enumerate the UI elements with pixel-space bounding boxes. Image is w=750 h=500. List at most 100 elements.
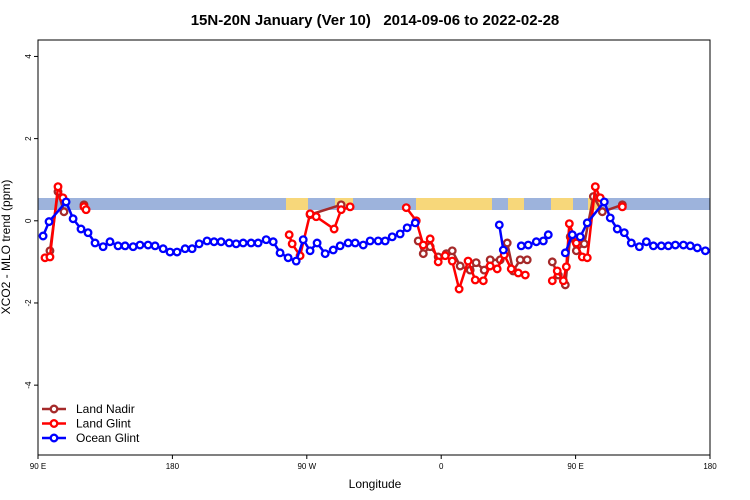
point <box>238 238 248 248</box>
y-tick-label: -4 <box>24 381 33 389</box>
point <box>81 205 91 215</box>
point <box>61 197 71 207</box>
point <box>283 253 293 263</box>
point <box>418 249 428 259</box>
point <box>311 212 321 222</box>
plot-frame <box>37 39 711 456</box>
point <box>350 238 360 248</box>
point <box>605 213 615 223</box>
point <box>617 202 627 212</box>
point <box>543 230 553 240</box>
point <box>45 252 55 262</box>
point <box>515 255 525 265</box>
x-tick-label: 180 <box>703 462 717 471</box>
point <box>135 240 145 250</box>
point <box>454 284 464 294</box>
point <box>143 240 153 250</box>
point <box>150 241 160 251</box>
point <box>261 235 271 245</box>
x-tick-label: 90 E <box>567 462 583 471</box>
point <box>328 245 338 255</box>
x-axis-label: Longitude <box>349 477 402 491</box>
point <box>113 241 123 251</box>
x-tick-label: 0 <box>439 462 444 471</box>
point <box>202 236 212 246</box>
point <box>336 205 346 215</box>
land-strip <box>286 198 308 210</box>
point <box>670 240 680 250</box>
point <box>180 244 190 254</box>
point <box>158 244 168 254</box>
legend-label: Land Glint <box>76 417 131 431</box>
point <box>522 255 532 265</box>
point <box>291 256 301 266</box>
point <box>641 237 651 247</box>
point <box>380 236 390 246</box>
point <box>433 257 443 267</box>
point <box>656 241 666 251</box>
land-strip <box>416 198 492 210</box>
point <box>53 182 63 192</box>
point <box>38 231 48 241</box>
point <box>329 224 339 234</box>
point <box>564 219 574 229</box>
point <box>492 264 502 274</box>
x-tick-label: 180 <box>166 462 180 471</box>
point <box>224 238 234 248</box>
point <box>425 234 435 244</box>
x-tick-label: 90 W <box>297 462 316 471</box>
point <box>663 241 673 251</box>
point <box>478 276 488 286</box>
point <box>68 214 78 224</box>
point <box>440 251 450 261</box>
ocean-strip <box>38 198 710 210</box>
point <box>678 240 688 250</box>
point <box>520 270 530 280</box>
point <box>561 262 571 272</box>
point <box>494 220 504 230</box>
point <box>485 261 495 271</box>
point <box>582 218 592 228</box>
point <box>172 247 182 257</box>
point <box>516 241 526 251</box>
point <box>345 202 355 212</box>
point <box>401 203 411 213</box>
point <box>626 238 636 248</box>
point <box>579 239 589 249</box>
point <box>447 246 457 256</box>
point <box>463 256 473 266</box>
point <box>209 237 219 247</box>
point <box>90 238 100 248</box>
point <box>523 240 533 250</box>
x-tick-label: 90 E <box>30 462 46 471</box>
point <box>216 237 226 247</box>
point <box>387 232 397 242</box>
point <box>298 235 308 245</box>
point <box>538 236 548 246</box>
point <box>194 239 204 249</box>
point <box>634 242 644 252</box>
point <box>619 228 629 238</box>
point <box>365 236 375 246</box>
y-tick-label: 2 <box>24 136 33 141</box>
point <box>287 239 297 249</box>
point <box>582 253 592 263</box>
point <box>105 237 115 247</box>
point <box>567 230 577 240</box>
point <box>502 238 512 248</box>
point <box>470 275 480 285</box>
legend-marker <box>49 419 59 428</box>
point <box>120 241 130 251</box>
y-axis-label: XCO2 - MLO trend (ppm) <box>0 180 13 315</box>
land-strip <box>551 198 573 210</box>
point <box>373 236 383 246</box>
legend-marker <box>49 433 59 443</box>
point <box>590 182 600 192</box>
point <box>402 223 412 233</box>
point <box>76 224 86 234</box>
point <box>506 264 516 274</box>
legend-label: Land Nadir <box>76 402 135 416</box>
point <box>531 237 541 247</box>
point <box>599 197 609 207</box>
